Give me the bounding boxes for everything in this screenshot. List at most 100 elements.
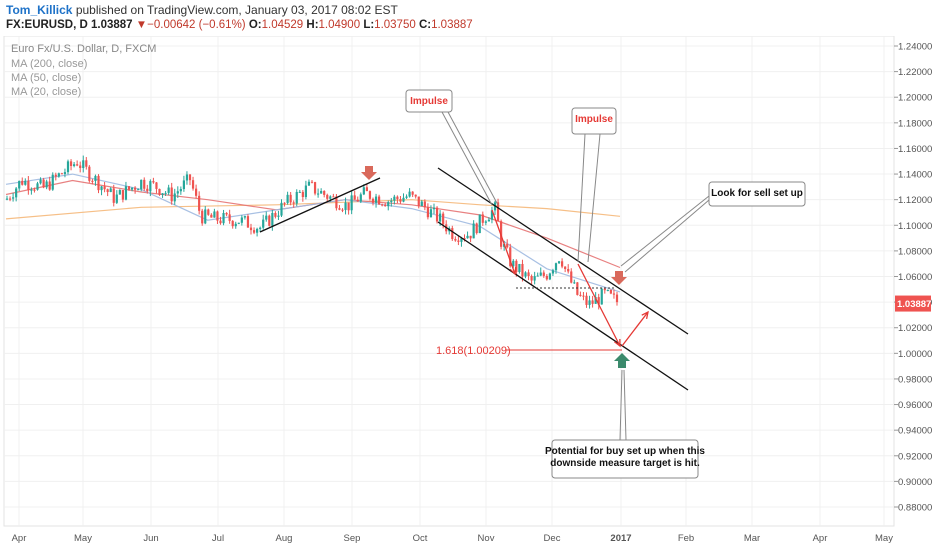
candle-body — [454, 238, 457, 241]
candle-body — [545, 275, 548, 280]
close-value: 1.03887 — [431, 19, 473, 31]
candle-body — [567, 269, 570, 272]
candle-body — [518, 263, 521, 273]
candle-body — [295, 191, 298, 204]
legend-ma50[interactable]: MA (50, close) — [11, 72, 82, 84]
y-tick-label: 1.02000 — [898, 323, 932, 334]
candle-body — [457, 240, 460, 242]
price-axis[interactable]: 1.24000 1.22000 1.20000 1.18000 1.16000 1.140… — [894, 42, 932, 514]
candle-body — [213, 211, 216, 218]
candle-body — [30, 189, 33, 191]
buy-callout-pointer — [619, 369, 623, 441]
x-tick-label: Mar — [744, 533, 760, 544]
candle-body — [33, 189, 36, 191]
candle-body — [524, 272, 527, 277]
impulse-arrow-1-head — [509, 266, 517, 276]
chart-header: Tom_Killick published on TradingView.com… — [0, 0, 932, 36]
time-axis[interactable]: Apr May Jun Jul Aug Sep Oct Nov Dec 2017 Feb Mar Apr… — [12, 533, 894, 544]
candle-body — [155, 182, 158, 189]
candle-body — [97, 175, 100, 191]
y-tick-label: 1.14000 — [898, 170, 932, 181]
sell-callout-pointer — [620, 195, 710, 267]
candle-body — [63, 172, 67, 174]
candle-body — [161, 193, 164, 195]
candle-body — [338, 208, 341, 210]
candle-body — [112, 188, 115, 203]
candle-body — [475, 223, 478, 234]
candle-body — [512, 260, 515, 267]
change-value: −0.00642 (−0.61%) — [147, 19, 246, 31]
candle-body — [286, 194, 289, 203]
candle-body — [381, 204, 384, 206]
price-chart[interactable]: 1.618(1.00209) Impulse Impulse Look for sel… — [0, 36, 932, 550]
candle-body — [466, 235, 469, 239]
x-tick-label: May — [74, 533, 92, 544]
candle-body — [94, 175, 97, 181]
y-tick-label: 1.24000 — [898, 42, 932, 53]
candle-body — [365, 187, 368, 192]
candle-body — [615, 294, 619, 303]
impulse-callout-1-pointer — [441, 111, 493, 206]
x-tick-label: Dec — [544, 533, 561, 544]
candle-body — [570, 271, 573, 283]
author-link[interactable]: Tom_Killick — [6, 3, 73, 17]
candle-body — [384, 204, 387, 207]
candle-body — [237, 222, 240, 224]
candle-body — [140, 179, 143, 190]
candle-body — [335, 196, 338, 209]
candle-body — [579, 294, 582, 296]
candle-body — [176, 191, 179, 194]
candle-body — [576, 282, 579, 295]
candle-body — [487, 219, 490, 222]
candle-body — [240, 217, 243, 223]
candle-body — [249, 227, 253, 231]
candle-body — [582, 295, 585, 297]
low-value: 1.03750 — [374, 19, 416, 31]
quote-line: FX:EURUSD, D 1.03887 ▼−0.00642 (−0.61%) … — [6, 19, 473, 31]
candle-body — [326, 194, 329, 199]
candle-body — [256, 228, 259, 233]
candle-body — [320, 190, 323, 194]
candle-body — [374, 196, 378, 203]
candle-body — [164, 192, 167, 194]
candle-body — [12, 197, 15, 199]
candle-body — [231, 220, 234, 227]
candle-body — [542, 272, 545, 276]
candle-body — [158, 188, 161, 195]
candle-body — [597, 297, 600, 305]
candle-body — [387, 202, 390, 207]
candle-body — [509, 247, 512, 267]
candle-body — [612, 293, 616, 295]
candle-body — [289, 194, 292, 203]
candle-body — [143, 179, 146, 189]
sell-arrow-icon — [361, 166, 377, 180]
candle-body — [243, 216, 246, 218]
x-tick-label: Jun — [143, 533, 158, 544]
legend-ma20[interactable]: MA (20, close) — [11, 86, 82, 98]
x-tick-label: Apr — [813, 533, 828, 544]
candle-body — [393, 196, 396, 201]
candle-body — [39, 179, 42, 184]
candle-body — [259, 227, 262, 229]
candle-body — [76, 164, 79, 166]
y-tick-label: 0.98000 — [898, 374, 932, 385]
sell-callout-box — [708, 181, 806, 207]
candle-body — [606, 289, 609, 291]
x-tick-label: Oct — [413, 533, 428, 544]
close-label: C: — [418, 19, 432, 31]
candle-body — [57, 173, 60, 177]
candle-body — [252, 230, 256, 233]
y-tick-label: 1.20000 — [898, 93, 932, 104]
candle-body — [182, 180, 185, 190]
y-tick-label: 1.16000 — [898, 144, 932, 155]
candle-body — [515, 260, 518, 273]
impulse-callout-2-box — [571, 107, 617, 135]
candle-body — [246, 216, 250, 228]
legend-ma200[interactable]: MA (200, close) — [11, 58, 88, 70]
candle-body — [420, 201, 423, 207]
last-price: 1.03887 — [90, 19, 133, 31]
drawings: 1.618(1.00209) Impulse Impulse Look for sel… — [259, 89, 806, 479]
y-tick-label: 0.96000 — [898, 400, 932, 411]
projection-arrow-down — [577, 263, 621, 347]
candle-body — [100, 186, 103, 191]
